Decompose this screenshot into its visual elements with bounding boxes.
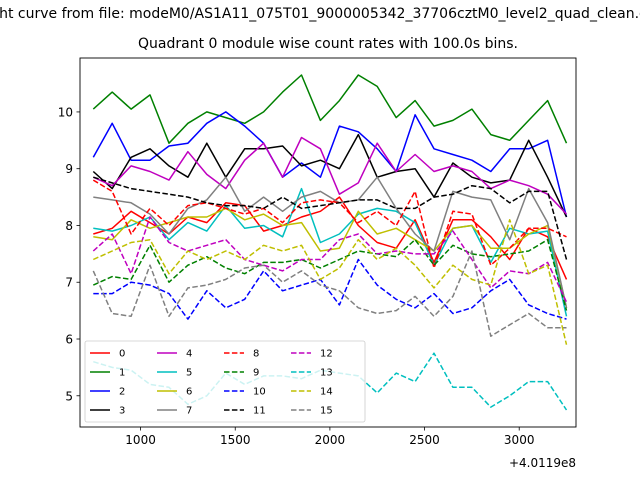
series-layer [92,74,568,411]
plot-frame [79,57,577,428]
y-tick-label: 7 [65,276,73,290]
series-line-7 [93,176,568,308]
series-line-11 [93,176,568,260]
legend-label-6: 6 [186,387,192,398]
x-offset-label: +4.0119e8 [509,456,576,470]
x-axis: 1000 1500 2000 2500 3000 [125,427,534,447]
x-tick-label: 1500 [220,433,251,447]
y-tick-label: 6 [65,333,73,347]
legend-label-12: 12 [320,349,333,360]
legend-box [84,340,366,423]
legend-label-3: 3 [119,406,125,417]
y-tick-label: 5 [65,389,73,403]
series-line-1 [92,74,568,144]
series-line-2 [92,111,568,218]
legend-label-0: 0 [119,349,125,360]
series-line-10 [93,258,567,320]
x-tick-label: 2000 [315,433,346,447]
x-tick-label: 1000 [125,433,156,447]
legend-label-10: 10 [253,387,266,398]
legend-label-2: 2 [119,387,125,398]
legend-label-1: 1 [119,368,125,379]
legend-label-7: 7 [186,406,192,417]
legend-label-15: 15 [320,406,333,417]
legend-label-11: 11 [253,406,266,417]
y-tick-label: 9 [65,162,73,176]
series-line-15 [92,250,567,337]
y-tick-label: 8 [65,219,73,233]
legend-label-13: 13 [320,368,333,379]
series-line-14 [92,219,568,345]
figure-suptitle: Light curve from file: modeM0/AS1A11_075… [0,6,640,22]
legend-label-9: 9 [253,368,259,379]
series-line-4 [92,136,568,215]
legend-label-4: 4 [186,349,192,360]
series-line-9 [92,238,568,311]
legend-label-8: 8 [253,349,259,360]
x-tick-label: 2500 [409,433,440,447]
x-tick-label: 3000 [504,433,535,447]
series-line-3 [92,133,568,218]
y-tick-label: 10 [58,105,73,119]
series-line-12 [92,216,568,303]
y-axis: 5 6 7 8 9 10 [58,105,80,403]
chart-title: Quadrant 0 module wise count rates with … [138,36,518,52]
legend-label-5: 5 [186,368,192,379]
legend-label-14: 14 [320,387,333,398]
